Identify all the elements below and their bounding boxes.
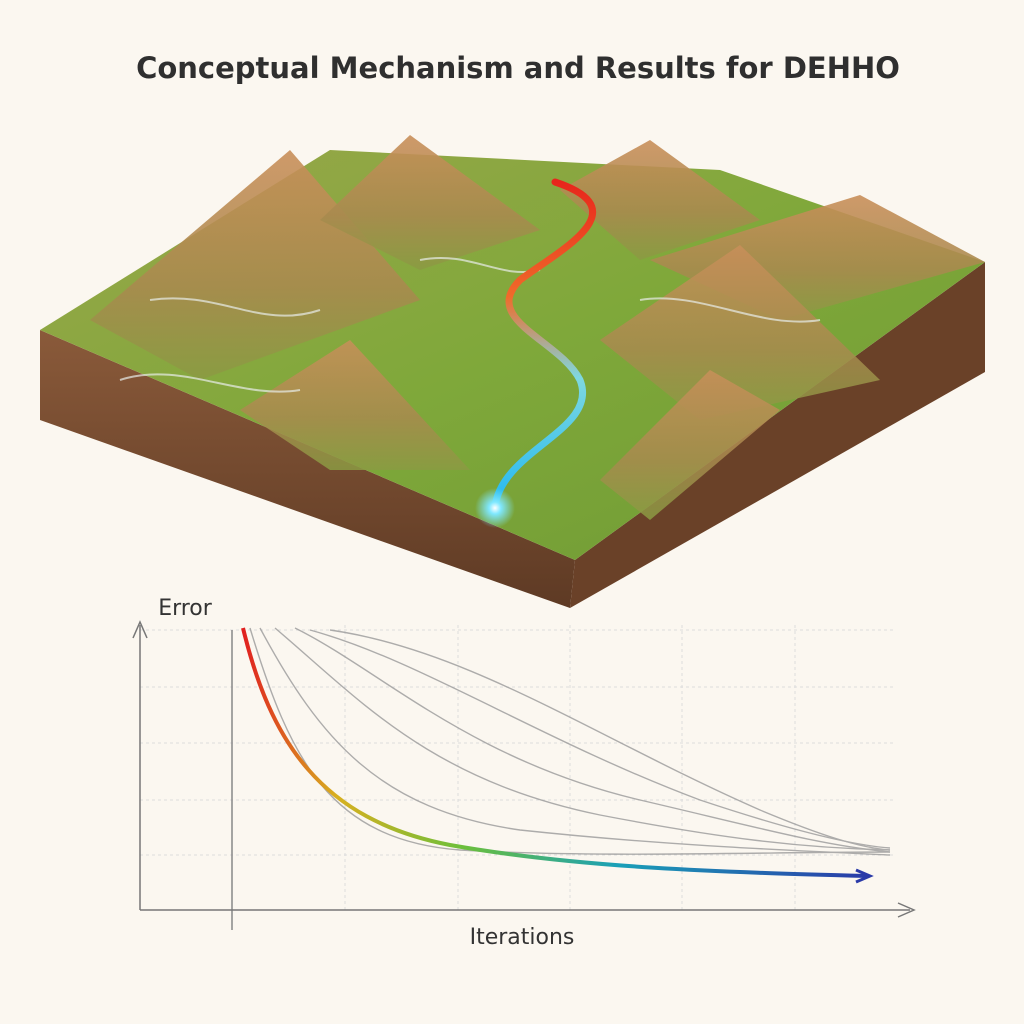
terrain	[40, 135, 985, 608]
convergence-plot	[132, 620, 916, 930]
y-axis-label: Error	[158, 596, 213, 621]
x-axis-label: Iterations	[470, 925, 575, 950]
title: Conceptual Mechanism and Results for DEH…	[136, 51, 900, 85]
